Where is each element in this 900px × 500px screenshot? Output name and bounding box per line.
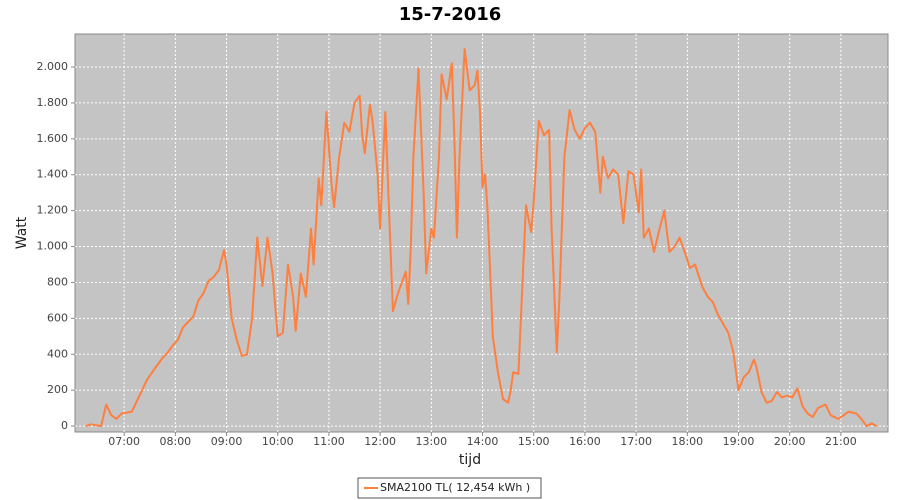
x-tick-label: 20:00	[774, 435, 806, 448]
x-tick-label: 17:00	[620, 435, 652, 448]
y-tick-label: 1.000	[37, 240, 69, 253]
y-tick-label: 1.600	[37, 132, 69, 145]
x-tick-label: 19:00	[723, 435, 755, 448]
chart-title: 15-7-2016	[399, 4, 502, 25]
y-tick-label: 1.400	[37, 168, 69, 181]
y-tick-label: 1.800	[37, 96, 69, 109]
x-tick-label: 08:00	[159, 435, 191, 448]
x-tick-label: 07:00	[108, 435, 140, 448]
x-tick-label: 10:00	[262, 435, 294, 448]
x-axis-label: tijd	[459, 452, 481, 468]
y-tick-label: 400	[47, 347, 68, 360]
y-tick-label: 1.200	[37, 204, 69, 217]
y-tick-label: 200	[47, 383, 68, 396]
x-tick-label: 21:00	[825, 435, 857, 448]
y-tick-label: 2.000	[37, 60, 69, 73]
x-tick-label: 12:00	[364, 435, 396, 448]
x-tick-label: 11:00	[313, 435, 345, 448]
y-tick-label: 0	[61, 419, 68, 432]
plot-area	[74, 33, 889, 433]
x-tick-label: 15:00	[518, 435, 550, 448]
x-tick-label: 18:00	[671, 435, 703, 448]
y-tick-label: 800	[47, 275, 68, 288]
legend-label: SMA2100 TL( 12,454 kWh )	[380, 481, 530, 494]
x-tick-label: 13:00	[415, 435, 447, 448]
x-tick-label: 14:00	[467, 435, 499, 448]
x-tick-label: 16:00	[569, 435, 601, 448]
x-tick-label: 09:00	[211, 435, 243, 448]
legend	[357, 477, 542, 499]
y-tick-label: 600	[47, 311, 68, 324]
y-axis-label: Watt	[14, 216, 30, 249]
series-line	[85, 48, 878, 428]
